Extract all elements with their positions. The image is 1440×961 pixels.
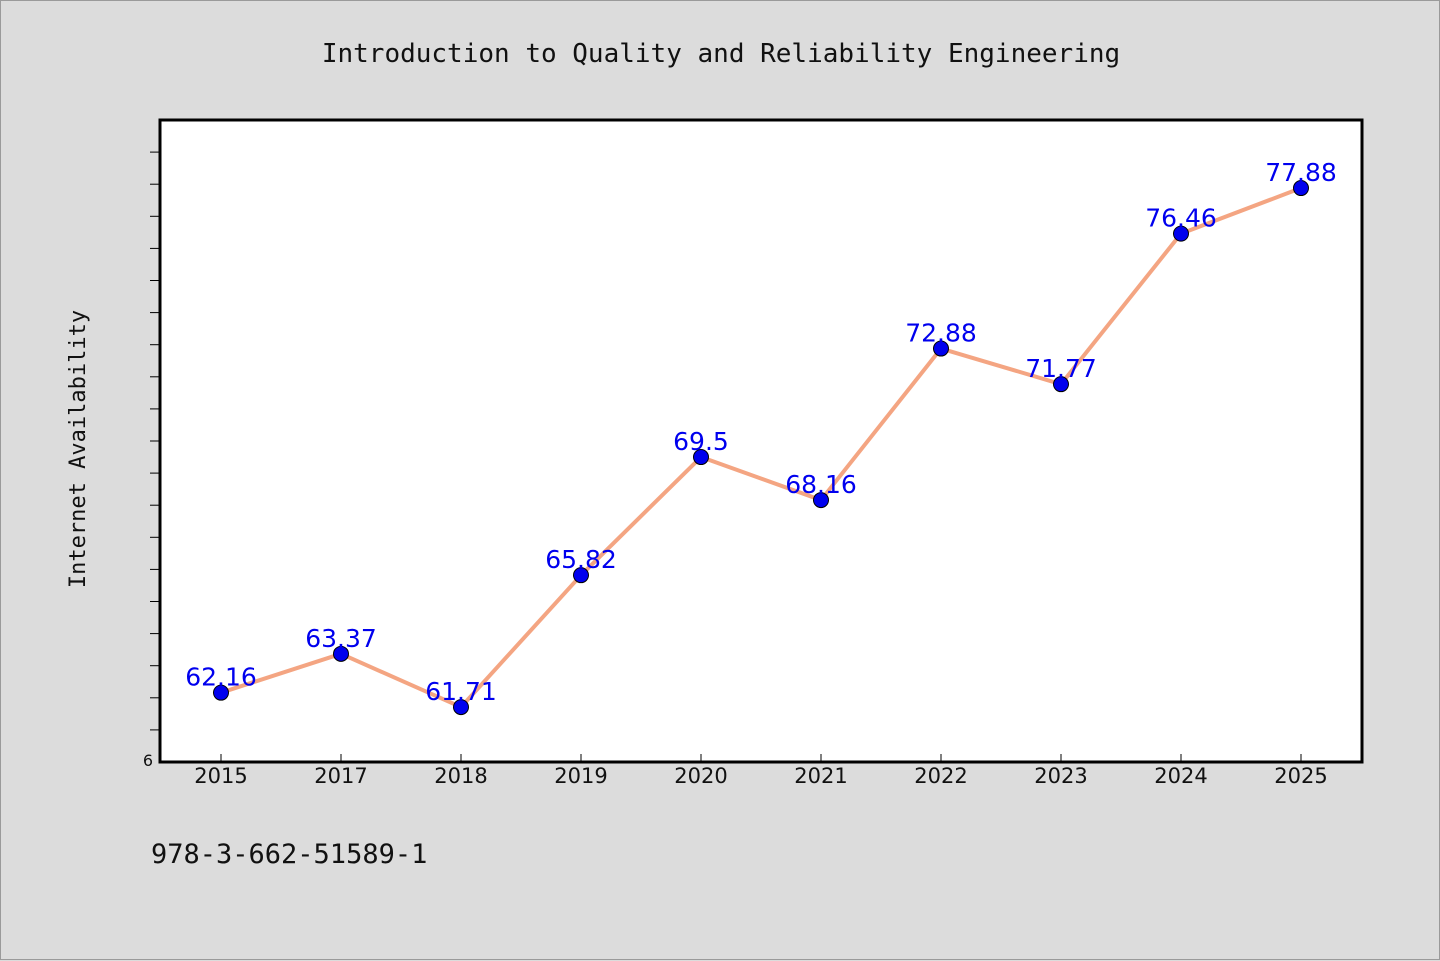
x-tick-label: 2023 — [1034, 764, 1087, 788]
x-axis-ticks: 2015 2017 2018 2019 2020 2021 2022 2023 2024 2025 — [194, 754, 1328, 788]
series-line-group — [219, 186, 1303, 710]
x-tick-label: 2022 — [914, 764, 967, 788]
y-tick-label: 6 — [143, 751, 153, 770]
data-point — [1173, 225, 1189, 242]
data-point — [693, 449, 709, 466]
series-line — [219, 186, 1303, 710]
data-label: 62.16 — [185, 663, 257, 692]
data-label: 68.16 — [785, 470, 857, 499]
isbn-footer: 978-3-662-51589-1 — [151, 839, 427, 870]
data-point — [1293, 180, 1309, 197]
y-axis-ticks: 6 — [143, 151, 160, 770]
data-label: 77.88 — [1265, 158, 1337, 187]
data-point — [333, 645, 349, 662]
x-tick-label: 2017 — [314, 764, 367, 788]
plot-area — [158, 118, 1364, 764]
data-label: 72.88 — [905, 319, 977, 348]
data-point — [933, 340, 949, 357]
data-label: 61.71 — [425, 677, 497, 706]
data-label: 63.37 — [305, 624, 377, 653]
data-point — [573, 567, 589, 584]
y-axis-label: Internet Availability — [66, 310, 91, 588]
x-tick-label: 2019 — [554, 764, 607, 788]
x-tick-label: 2025 — [1274, 764, 1327, 788]
data-point — [1053, 376, 1069, 393]
data-point — [813, 492, 829, 509]
data-labels: 62.16 63.37 61.71 65.82 69.5 68.16 72.88 71.77 7… — [185, 158, 1337, 706]
data-label: 69.5 — [673, 427, 729, 456]
data-point — [453, 699, 469, 716]
x-tick-label: 2021 — [794, 764, 847, 788]
x-tick-label: 2015 — [194, 764, 247, 788]
data-markers — [213, 180, 1309, 716]
x-tick-label: 2024 — [1154, 764, 1207, 788]
data-label: 65.82 — [545, 545, 617, 574]
x-tick-label: 2018 — [434, 764, 487, 788]
data-label: 71.77 — [1025, 354, 1097, 383]
x-tick-label: 2020 — [674, 764, 727, 788]
data-point — [213, 684, 229, 701]
data-label: 76.46 — [1145, 204, 1217, 233]
chart-title: Introduction to Quality and Reliability … — [322, 39, 1120, 69]
